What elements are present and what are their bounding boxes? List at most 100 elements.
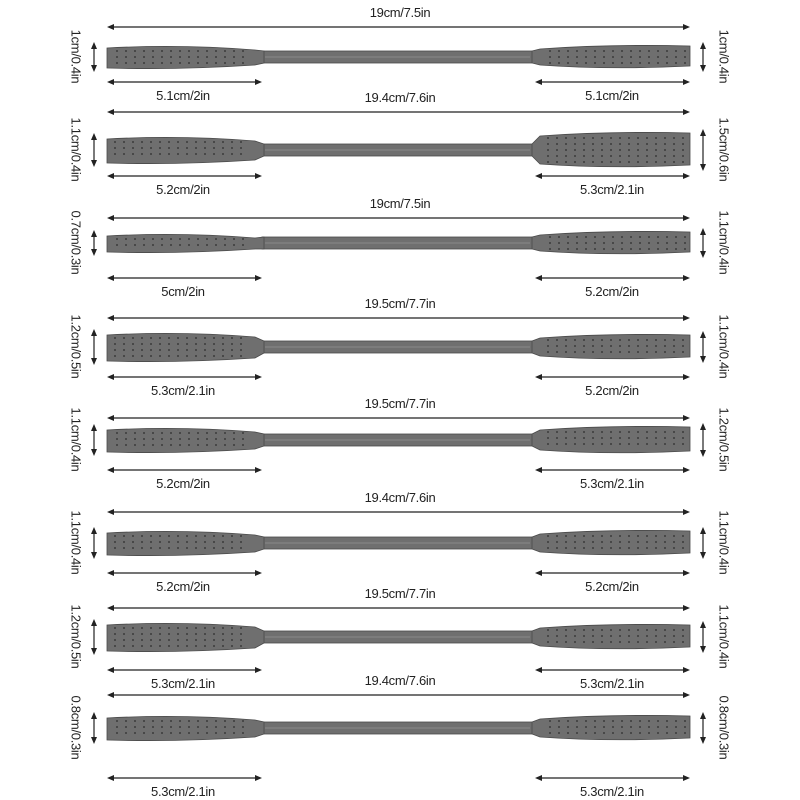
rasp-tooth [150,349,152,351]
rasp-tooth [610,339,612,341]
rasp-tooth [621,732,623,734]
rasp-tooth [547,339,549,341]
rasp-tooth [601,143,603,145]
rasp-tooth [646,547,648,549]
rasp-tooth [646,351,648,353]
rasp-tooth [628,431,630,433]
right-width-arrow-head-top [700,331,706,338]
rasp-tooth [152,432,154,434]
rasp-tooth [558,236,560,238]
rasp-tooth [664,641,666,643]
rasp-tooth [592,431,594,433]
rasp-tooth [233,726,235,728]
rasp-tooth [114,627,116,629]
rasp-tooth [556,155,558,157]
rasp-tooth [215,62,217,64]
rasp-tooth [186,147,188,149]
rasp-tooth [222,355,224,357]
rasp-tooth [132,627,134,629]
rasp-tooth [152,438,154,440]
rasp-tooth [242,56,244,58]
rasp-tooth [547,635,549,637]
rasp-tooth [657,726,659,728]
rasp-tooth [556,137,558,139]
rasp-tooth [143,244,145,246]
rasp-tooth [197,244,199,246]
rasp-tooth [567,236,569,238]
rasp-tooth [684,720,686,722]
rasp-tooth [177,639,179,641]
rasp-tooth [125,56,127,58]
rasp-tooth [682,443,684,445]
left-width-arrow-head-top [91,329,97,336]
left-width-arrow-head-bottom [91,648,97,655]
rasp-tooth [601,149,603,151]
rasp-tooth [213,535,215,537]
rasp-tooth [161,438,163,440]
rasp-tooth [556,149,558,151]
rasp-tooth [655,339,657,341]
right-head-length-label: 5.2cm/2in [585,579,639,594]
rasp-tooth [637,339,639,341]
left-width-arrow-head-bottom [91,552,97,559]
rasp-tooth [179,726,181,728]
rasp-tooth [233,432,235,434]
rasp-tooth [655,535,657,537]
rasp-tooth [603,720,605,722]
rasp-tooth [215,238,217,240]
rasp-tooth [657,50,659,52]
rasp-tooth [655,547,657,549]
rasp-tooth [150,627,152,629]
rasp-tooth [576,62,578,64]
rasp-tooth [152,444,154,446]
rasp-tooth [673,161,675,163]
rasp-tooth [179,444,181,446]
left-width-label: 1.2cm/0.5in [68,604,84,669]
rasp-tooth [231,153,233,155]
rasp-tooth [610,437,612,439]
rasp-tooth [242,244,244,246]
rasp-tooth [619,351,621,353]
rasp-tooth [231,535,233,537]
rasp-tooth [549,56,551,58]
rasp-tooth [619,535,621,537]
rasp-tooth [150,337,152,339]
rasp-tooth [177,535,179,537]
left-width-label: 1.2cm/0.5in [68,314,84,379]
rasp-tooth [612,248,614,250]
rasp-tooth [576,236,578,238]
rasp-tooth [222,547,224,549]
rasp-tooth [664,143,666,145]
rasp-tooth [585,242,587,244]
rasp-tooth [565,635,567,637]
rasp-tooth [603,726,605,728]
rasp-tooth [639,732,641,734]
rasp-tooth [152,238,154,240]
rasp-tooth [565,443,567,445]
rasp-tooth [684,56,686,58]
rasp-tooth [603,732,605,734]
rasp-tooth [195,349,197,351]
rasp-tooth [231,147,233,149]
rasp-tooth [186,337,188,339]
rasp-tooth [574,443,576,445]
rasp-tooth [150,633,152,635]
rasp-tooth [206,244,208,246]
rasp-tooth [574,143,576,145]
rasp-tooth [556,641,558,643]
rasp-tooth [188,438,190,440]
rasp-tooth [206,726,208,728]
rasp-tooth [161,244,163,246]
rasp-tooth [547,443,549,445]
rasp-tooth [682,431,684,433]
rasp-tooth [213,337,215,339]
rasp-tooth [159,639,161,641]
rasp-tooth [610,345,612,347]
total-length-label: 19.5cm/7.7in [364,396,436,411]
rasp-tooth [574,137,576,139]
rasp-tooth [132,541,134,543]
rasp-tooth [565,535,567,537]
rasp-tooth [159,343,161,345]
rasp-tooth [646,437,648,439]
rasp-tooth [646,541,648,543]
